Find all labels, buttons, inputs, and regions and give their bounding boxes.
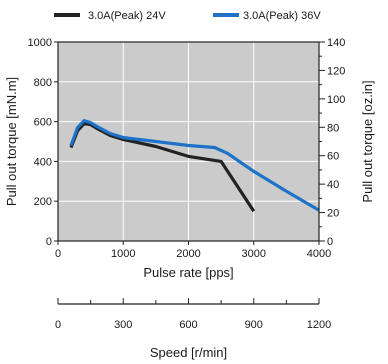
y2-tick-label: 20 [327,208,339,220]
x-axis-title: Pulse rate [pps] [143,265,233,280]
x-tick-label: 0 [55,248,61,260]
y-axis-title: Pull out torque [mN.m] [4,77,19,206]
y-tick-label: 800 [34,77,52,89]
y-tick-label: 1000 [28,37,52,49]
axes: 0 1000 2000 3000 400002004006008001000020406… [28,37,346,260]
y-tick-label: 200 [34,196,52,208]
speed-tick-label: 600 [179,319,197,331]
x-tick-label: 4000 [307,248,331,260]
y-tick-label: 600 [34,117,52,129]
legend-label-2: 3.0A(Peak) 36V [243,10,321,22]
y2-tick-label: 80 [327,122,339,134]
y-tick-label: 0 [46,236,52,248]
y2-axis-title: Pull out torque [oz.in] [360,80,375,202]
speed-axis: 0 300 600 900 1200 [55,298,331,331]
grid [58,42,319,241]
y2-tick-label: 100 [327,94,345,106]
y2-tick-label: 60 [327,151,339,163]
y2-tick-label: 140 [327,37,345,49]
speed-tick-label: 1200 [307,319,331,331]
series-layer [69,119,320,213]
x-tick-label: 1000 [111,248,135,260]
x-tick-label: 2000 [176,248,200,260]
speed-axis-title: Speed [r/min] [150,345,227,360]
speed-tick-label: 300 [114,319,132,331]
legend: 3.0A(Peak) 24V 3.0A(Peak) 36V [54,10,321,22]
series-line-2 [69,119,320,212]
y2-tick-label: 0 [327,236,333,248]
y-tick-label: 400 [34,156,52,168]
speed-tick-label: 0 [55,319,61,331]
x-tick-label: 3000 [242,248,266,260]
y2-tick-label: 120 [327,65,345,77]
legend-label-1: 3.0A(Peak) 24V [88,10,166,22]
y2-tick-label: 40 [327,179,339,191]
speed-tick-label: 900 [245,319,263,331]
series-line-1 [69,122,256,213]
